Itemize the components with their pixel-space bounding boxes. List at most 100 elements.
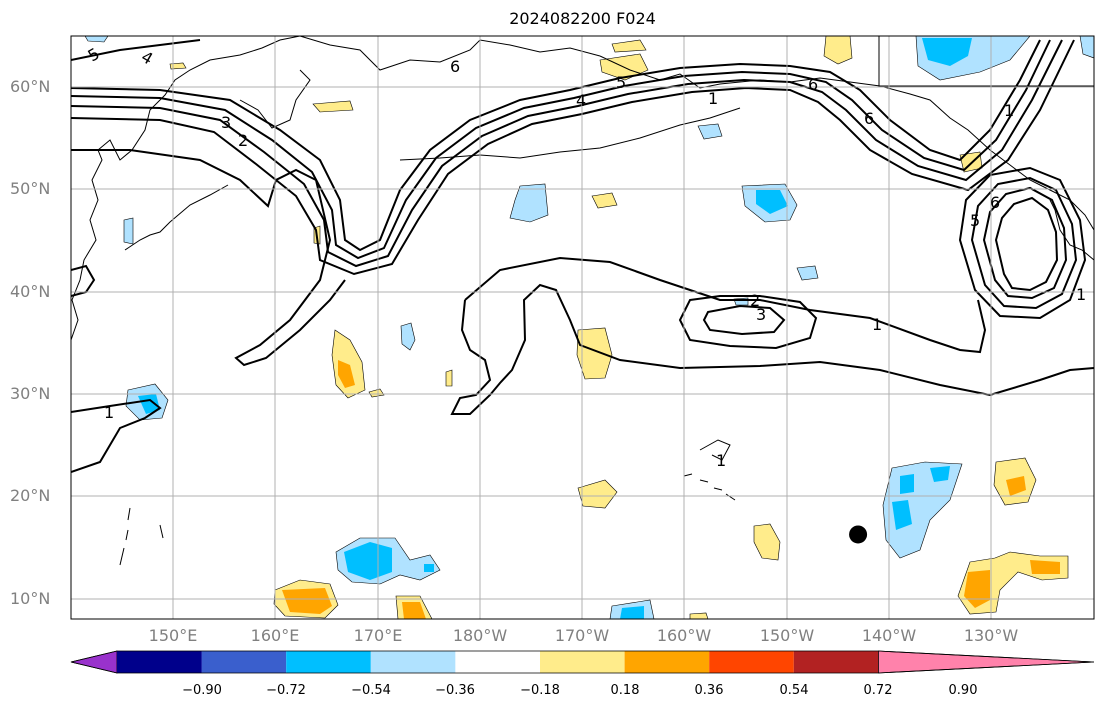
shade-blue-patch bbox=[123, 217, 134, 245]
contour-line bbox=[71, 398, 162, 473]
contours bbox=[71, 39, 1094, 473]
lon-label: 160°E bbox=[250, 626, 300, 645]
coastline-alaska bbox=[599, 55, 1094, 231]
contour-line bbox=[71, 149, 346, 367]
contour-label: 5 bbox=[616, 73, 626, 92]
contour-label: 3 bbox=[756, 305, 766, 324]
colorbar-segment bbox=[286, 651, 371, 673]
contour-label: 2 bbox=[750, 291, 760, 310]
colorbar-tick-label: 0.18 bbox=[610, 683, 640, 698]
contour-label: 4 bbox=[138, 47, 156, 69]
contour-line bbox=[702, 304, 786, 336]
gridlines bbox=[71, 36, 1094, 619]
lon-label: 180°W bbox=[452, 626, 508, 645]
contour-labels: 5 4 3 2 6 4 5 6 1 5 6 2 3 1 1 1 6 5 1 1 bbox=[85, 44, 1087, 470]
shade-blue-patch bbox=[922, 38, 972, 66]
contour-line bbox=[71, 39, 201, 61]
contour-label: 1 bbox=[708, 89, 718, 108]
shade-blue-patch bbox=[620, 606, 644, 619]
contour-line bbox=[982, 186, 1068, 300]
coastline-japan bbox=[124, 184, 229, 251]
shade-yellow-patch bbox=[368, 388, 385, 398]
colorbar-tick-label: −0.72 bbox=[266, 683, 306, 698]
lat-label: 30°N bbox=[10, 384, 51, 403]
contour-label: 1 bbox=[716, 451, 726, 470]
shade-blue-patch bbox=[796, 265, 819, 281]
shade-orange-patch bbox=[402, 602, 426, 619]
shade-blue-patch bbox=[84, 36, 109, 43]
shade-yellow-patch bbox=[169, 62, 187, 70]
contour-label: 1 bbox=[872, 315, 882, 334]
coastline-canada-box bbox=[878, 36, 1094, 87]
contour-line bbox=[71, 39, 1075, 276]
coastline-siberia bbox=[299, 36, 601, 71]
contour-label: 1 bbox=[1076, 285, 1086, 304]
lat-label: 40°N bbox=[10, 282, 51, 301]
shade-orange-patch bbox=[338, 360, 355, 388]
shade-yellow-patch bbox=[753, 523, 781, 561]
contour-line bbox=[71, 264, 96, 297]
colorbar-outline bbox=[70, 650, 1095, 674]
shade-blue-patch bbox=[138, 394, 160, 414]
colorbar-tick-label: 0.54 bbox=[779, 683, 809, 698]
colorbar-segment bbox=[201, 651, 287, 673]
lon-label: 150°W bbox=[759, 626, 815, 645]
colorbar-tick-label: −0.54 bbox=[351, 683, 391, 698]
colorbar-segment bbox=[117, 651, 202, 673]
lat-label: 50°N bbox=[10, 179, 51, 198]
contour-line bbox=[678, 295, 818, 350]
shade-blue-patch bbox=[344, 542, 392, 580]
shade-yellow-patch bbox=[823, 36, 853, 65]
colorbar-segment bbox=[540, 651, 625, 673]
location-marker bbox=[849, 525, 868, 544]
colorbar-tick-label: −0.36 bbox=[435, 683, 475, 698]
lat-label: 10°N bbox=[10, 589, 51, 608]
shade-blue-patch bbox=[424, 564, 434, 572]
colorbar-tick-label: 0.72 bbox=[863, 683, 893, 698]
coastline-marianas bbox=[119, 507, 131, 566]
shade-yellow-patch bbox=[331, 329, 366, 399]
shade-yellow-patch bbox=[577, 479, 618, 509]
map-frame bbox=[70, 35, 1095, 620]
shade-yellow-patch bbox=[576, 327, 613, 380]
shade-blue-patch bbox=[1079, 36, 1094, 59]
contour-label: 1 bbox=[104, 403, 114, 422]
shade-blue-patch bbox=[756, 190, 788, 214]
lon-label: 150°E bbox=[148, 626, 198, 645]
shade-blue-patch bbox=[400, 322, 416, 351]
colorbar-segment bbox=[455, 651, 540, 673]
colorbar-tick-label: −0.90 bbox=[182, 683, 222, 698]
contour-label: 6 bbox=[450, 57, 460, 76]
contour-label: 2 bbox=[238, 131, 248, 150]
map-title: 2024082200 F024 bbox=[509, 9, 656, 28]
shade-orange-patch bbox=[1006, 476, 1026, 496]
contour-line bbox=[464, 256, 987, 354]
contour-label: 4 bbox=[576, 91, 586, 110]
lon-label: 140°W bbox=[861, 626, 917, 645]
lon-label: 160°W bbox=[656, 626, 712, 645]
contour-line bbox=[958, 166, 1087, 320]
lat-label: 20°N bbox=[10, 486, 51, 505]
shade-yellow-patch bbox=[591, 192, 618, 209]
shade-blue-patch bbox=[697, 123, 723, 140]
colorbar-segment bbox=[709, 651, 794, 673]
shade-yellow-patch bbox=[611, 39, 647, 53]
colorbar-segment bbox=[793, 651, 879, 673]
lon-label: 130°W bbox=[963, 626, 1019, 645]
coastline-small-island bbox=[159, 524, 164, 539]
shade-yellow-patch bbox=[312, 100, 354, 113]
contour-line bbox=[71, 39, 1051, 260]
shade-blue-patch bbox=[900, 474, 914, 494]
coastline-kamchatka bbox=[239, 69, 311, 129]
contour-label: 3 bbox=[221, 113, 231, 132]
contour-label: 1 bbox=[1004, 101, 1014, 120]
colorbar-extend-low bbox=[70, 650, 118, 674]
colorbar-segment bbox=[624, 651, 710, 673]
colorbar-tick-label: 0.90 bbox=[948, 683, 978, 698]
contour-line bbox=[71, 39, 1041, 252]
colorbar-tick-label: −0.18 bbox=[520, 683, 560, 698]
contour-line bbox=[994, 196, 1059, 292]
coastline-aleutians bbox=[399, 107, 741, 161]
contour-label: 5 bbox=[970, 211, 980, 230]
